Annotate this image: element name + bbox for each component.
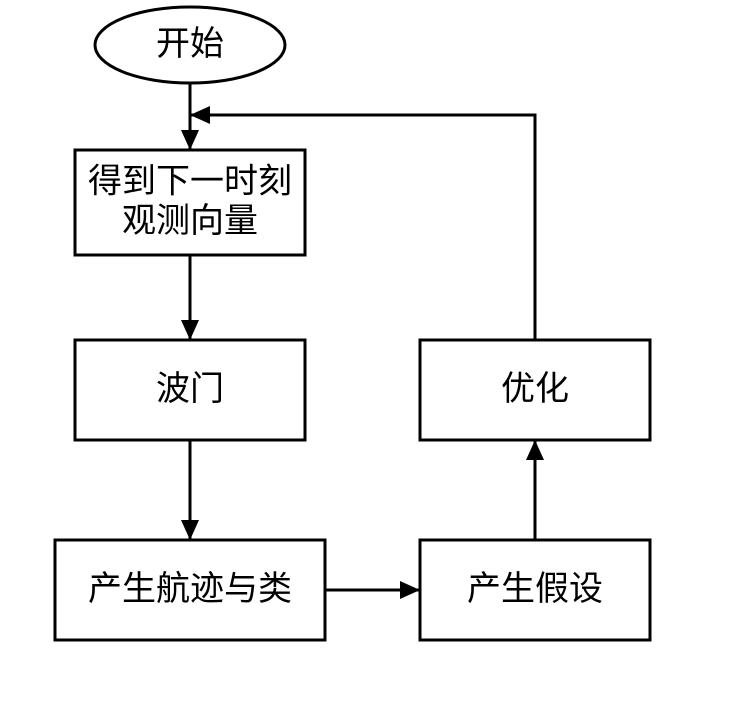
node-observe-label-line-0: 得到下一时刻 <box>88 163 292 201</box>
node-observe: 得到下一时刻观测向量 <box>75 150 305 255</box>
node-gate: 波门 <box>75 340 305 440</box>
node-opt-label: 优化 <box>501 370 569 408</box>
node-start-label: 开始 <box>156 25 224 63</box>
arrowhead <box>181 130 199 150</box>
node-observe-label-line-1: 观测向量 <box>122 202 258 240</box>
node-trackcls-label: 产生航迹与类 <box>88 570 292 608</box>
node-gate-label: 波门 <box>156 370 224 408</box>
node-opt: 优化 <box>420 340 650 440</box>
node-hyp: 产生假设 <box>420 540 650 640</box>
arrowhead <box>400 581 420 599</box>
arrowhead <box>190 106 210 124</box>
arrowhead <box>181 320 199 340</box>
arrowhead <box>181 520 199 540</box>
node-hyp-label: 产生假设 <box>467 570 603 608</box>
node-start: 开始 <box>95 7 285 83</box>
arrowhead <box>526 440 544 460</box>
node-trackcls: 产生航迹与类 <box>55 540 325 640</box>
